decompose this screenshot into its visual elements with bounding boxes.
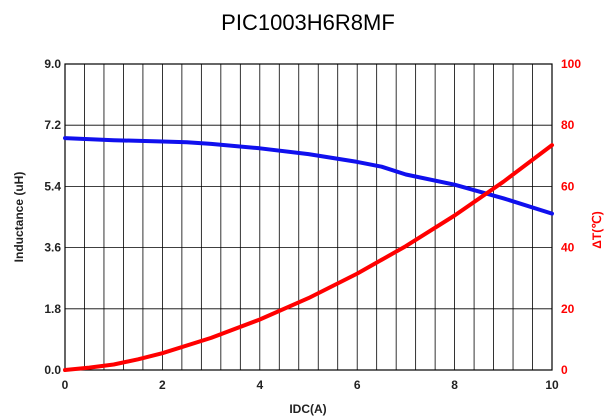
x-tick-label: 8 [451, 378, 458, 392]
chart-title: PIC1003H6R8MF [221, 10, 395, 35]
grid-lines [65, 64, 552, 370]
x-tick-label: 0 [62, 378, 69, 392]
x-tick-label: 4 [256, 378, 263, 392]
y-tick-label-left: 0.0 [44, 363, 61, 377]
y-tick-label-left: 1.8 [44, 302, 61, 316]
tick-labels: 0 2 4 6 8 10 0.0 1.8 3.6 5.4 7.2 9.0 0 20 40 60 80 100 [44, 57, 581, 392]
y-axis-label-left: Inductance (uH) [12, 172, 26, 263]
y-axis-label-right: ΔT(℃) [590, 211, 604, 248]
y-tick-label-right: 0 [561, 363, 568, 377]
inductance-line [63, 136, 554, 216]
x-tick-label: 10 [545, 378, 559, 392]
temperature-rise-line [63, 143, 554, 372]
y-tick-label-right: 40 [561, 241, 575, 255]
series-lines [63, 136, 554, 372]
y-tick-label-right: 20 [561, 302, 575, 316]
y-tick-label-left: 3.6 [44, 241, 61, 255]
y-tick-label-left: 7.2 [44, 118, 61, 132]
y-tick-label-left: 5.4 [44, 179, 61, 193]
y-tick-label-right: 80 [561, 118, 575, 132]
plot-frame [64, 63, 553, 371]
y-tick-label-left: 9.0 [44, 57, 61, 71]
x-tick-label: 6 [354, 378, 361, 392]
x-axis-label: IDC(A) [289, 402, 326, 416]
y-tick-label-right: 60 [561, 179, 575, 193]
y-tick-label-right: 100 [561, 57, 581, 71]
x-tick-label: 2 [159, 378, 166, 392]
